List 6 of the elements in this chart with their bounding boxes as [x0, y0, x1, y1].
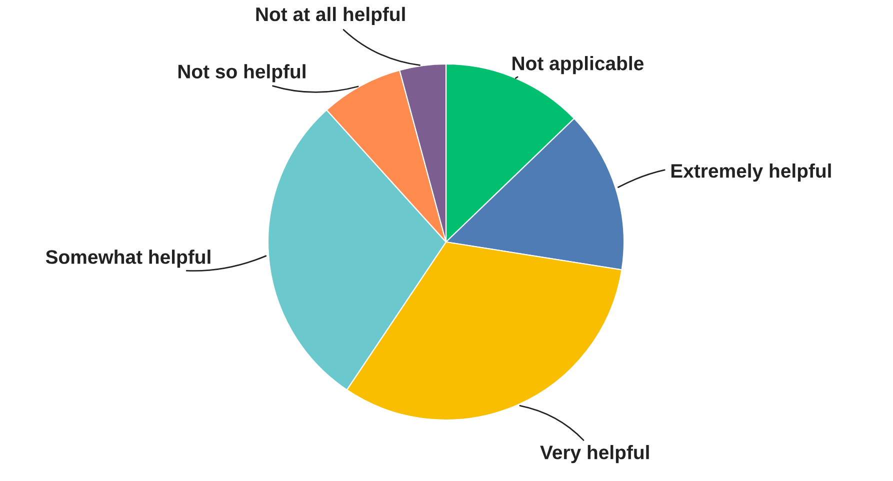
- slice-label: Not at all helpful: [256, 6, 405, 26]
- slice-label: Extremely helpful: [671, 164, 831, 182]
- slice-label: Somewhat helpful: [46, 250, 210, 268]
- slice-label: Very helpful: [540, 445, 649, 464]
- slice-label: Not applicable: [512, 56, 644, 74]
- slice-label: Not so helpful: [178, 64, 306, 82]
